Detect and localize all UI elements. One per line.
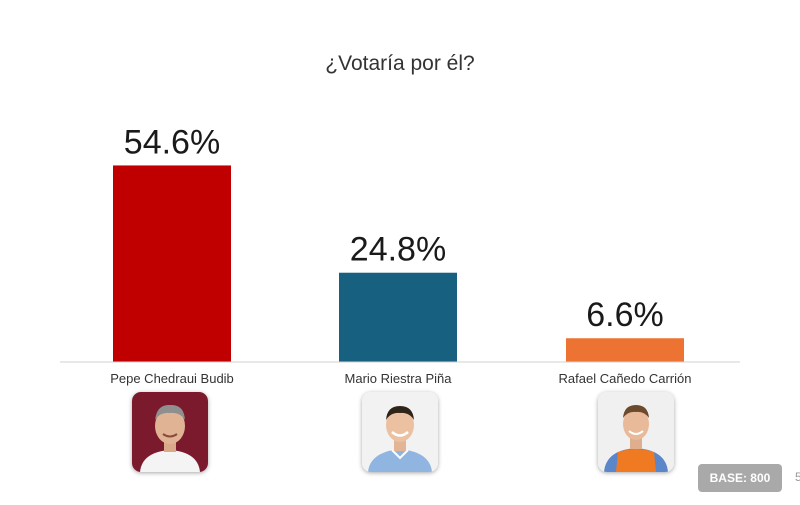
category-label-2: Mario Riestra Piña — [345, 371, 453, 386]
chart-title: ¿Votaría por él? — [325, 52, 475, 75]
bar-1 — [113, 165, 231, 362]
base-badge: BASE: 800 — [698, 464, 782, 492]
category-label-3: Rafael Cañedo Carrión — [559, 371, 692, 386]
candidate-2-photo — [362, 392, 438, 472]
bar-2 — [339, 272, 457, 362]
bar-value-label-2: 24.8% — [350, 231, 446, 269]
bar-value-label-3: 6.6% — [586, 296, 664, 334]
candidate-3-photo — [598, 392, 674, 472]
page-number: 5 — [795, 470, 800, 484]
bar-value-label-1: 54.6% — [124, 123, 220, 161]
candidate-1-photo — [132, 392, 208, 472]
bars-layer: 54.6% Pepe Chedraui Budib 24.8% Mario Riest… — [110, 123, 691, 386]
bar-3 — [566, 338, 684, 362]
category-label-1: Pepe Chedraui Budib — [110, 371, 234, 386]
